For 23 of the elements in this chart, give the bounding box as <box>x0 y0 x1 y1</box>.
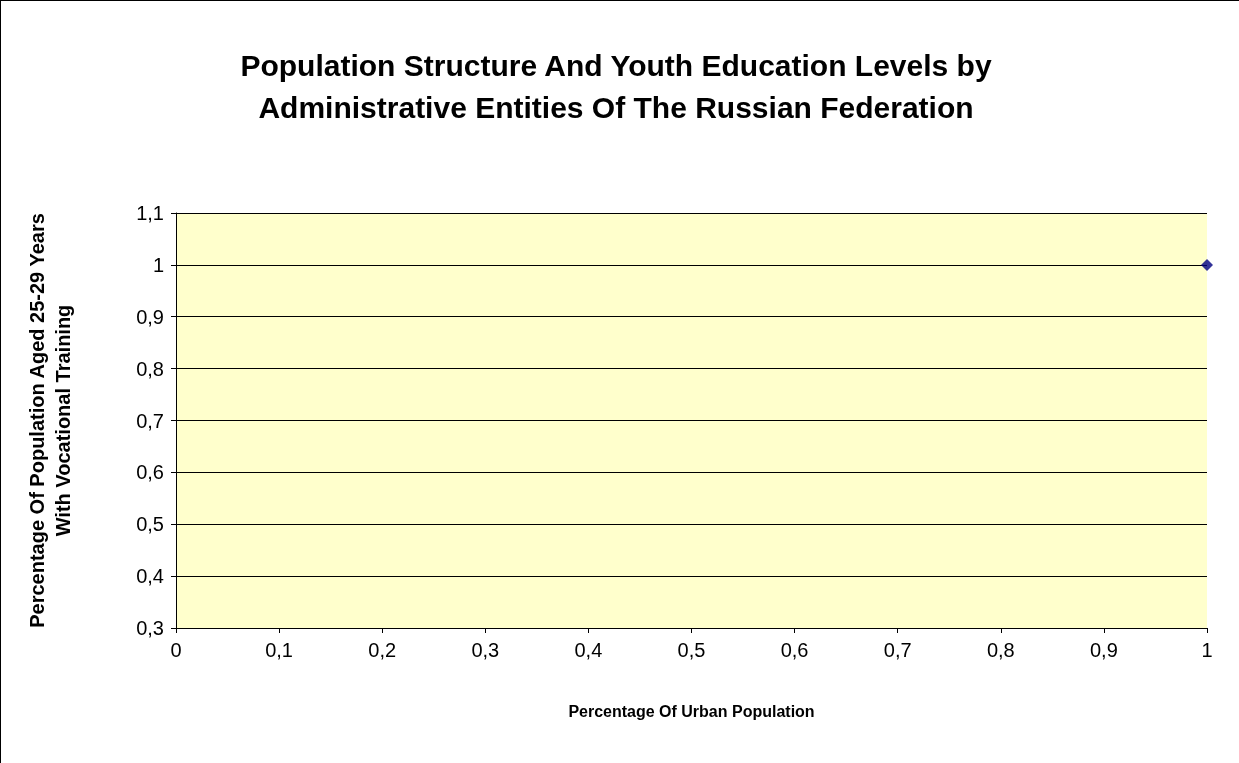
x-tick-label: 0,5 <box>677 639 706 661</box>
x-tick-label: 0,7 <box>883 639 912 661</box>
y-axis-title: Percentage Of Population Aged 25-29 Years With Vocational Training <box>26 213 74 628</box>
y-tick-label: 0,8 <box>136 357 164 380</box>
y-tick-label: 1 <box>152 253 164 276</box>
x-tick-label: 0,9 <box>1089 639 1118 661</box>
y-tick-label: 0,3 <box>136 617 164 639</box>
chart-title: Population Structure And Youth Education Levels by Administrative Entities Of The Russian Federation <box>240 48 992 124</box>
x-tick-label: 0,4 <box>574 639 603 661</box>
x-tick-label: 0,2 <box>368 639 397 661</box>
y-tick-label: 0,6 <box>136 461 164 484</box>
y-tick-label: 0,7 <box>136 409 164 432</box>
y-tick-label: 0,9 <box>136 305 164 328</box>
y-tick-label: 0,5 <box>136 513 164 536</box>
x-axis-title: Percentage Of Urban Population <box>568 702 815 720</box>
x-tick-label: 0,3 <box>471 639 500 661</box>
x-tick-label: 0 <box>170 639 182 661</box>
y-tick-label: 0,4 <box>136 565 164 588</box>
x-tick-label: 0,8 <box>986 639 1015 661</box>
y-tick-label: 1,1 <box>136 202 164 224</box>
x-tick-label: 0,6 <box>780 639 809 661</box>
x-tick-label: 1 <box>1201 639 1213 661</box>
x-tick-label: 0,1 <box>265 639 294 661</box>
